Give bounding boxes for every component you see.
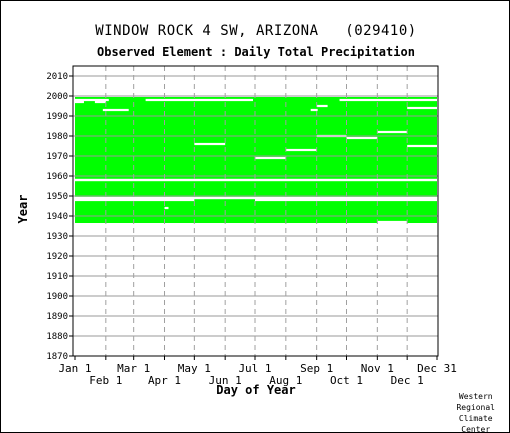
missing-segment: [75, 100, 84, 104]
credit-line: Regional: [456, 403, 495, 412]
missing-segment: [102, 108, 129, 112]
x-tick-label: Mar 1: [117, 362, 150, 375]
missing-segment: [316, 104, 328, 108]
y-tick-label: 1980: [46, 132, 68, 142]
credit-block: Western Regional Climate Center: [456, 391, 495, 433]
y-tick-label: 1910: [46, 272, 68, 282]
x-tick-label: Jun 1: [209, 374, 242, 387]
y-tick-label: 1920: [46, 252, 68, 262]
x-tick-label: Jul 1: [238, 362, 271, 375]
x-tick-label: Jan 1: [58, 362, 91, 375]
missing-segment: [346, 136, 378, 140]
y-tick-label: 1990: [46, 112, 68, 122]
y-tick-label: 1960: [46, 172, 68, 182]
y-tick-label: 1930: [46, 232, 68, 242]
missing-segment: [310, 108, 318, 112]
x-tick-label: Feb 1: [89, 374, 122, 387]
missing-segment: [377, 220, 408, 224]
missing-year-row: [75, 196, 437, 200]
missing-segment: [75, 198, 195, 202]
missing-segment: [75, 98, 109, 102]
x-tick-label: Sep 1: [300, 362, 333, 375]
x-tick-label: Dec 1: [391, 374, 424, 387]
y-tick-label: 2000: [46, 92, 68, 102]
x-tick-label: Nov 1: [361, 362, 394, 375]
missing-segment: [285, 148, 317, 152]
y-tick-label: 1940: [46, 212, 68, 222]
x-tick-label: Oct 1: [330, 374, 363, 387]
y-tick-label: 1950: [46, 192, 68, 202]
y-tick-label: 2010: [46, 72, 68, 82]
x-tick-label: Apr 1: [148, 374, 181, 387]
y-tick-label: 1890: [46, 312, 68, 322]
missing-segment: [255, 198, 437, 202]
missing-segment: [339, 98, 437, 102]
credit-line: Center: [461, 425, 491, 433]
missing-segment: [164, 206, 169, 210]
data-block: [75, 97, 437, 223]
y-tick-label: 1900: [46, 292, 68, 302]
missing-segment: [407, 144, 437, 148]
chart-title: WINDOW ROCK 4 SW, ARIZONA (029410): [95, 23, 417, 39]
missing-year-row: [75, 178, 437, 182]
credit-line: Western: [458, 392, 493, 401]
missing-segment: [407, 106, 437, 110]
missing-segment: [377, 130, 408, 134]
missing-segment: [194, 142, 226, 146]
missing-segment: [255, 156, 286, 160]
y-tick-label: 1970: [46, 152, 68, 162]
x-tick-label: May 1: [178, 362, 211, 375]
x-axis-label: Day of Year: [216, 383, 296, 397]
credit-line: Climate: [458, 414, 493, 423]
y-tick-label: 1870: [46, 352, 68, 362]
y-tick-label: 1880: [46, 332, 68, 342]
chart-subtitle: Observed Element : Daily Total Precipita…: [97, 45, 415, 59]
missing-segment: [94, 100, 106, 104]
x-tick-label: Aug 1: [269, 374, 302, 387]
x-tick-label: Dec 31: [417, 362, 457, 375]
missing-segment: [145, 98, 254, 102]
